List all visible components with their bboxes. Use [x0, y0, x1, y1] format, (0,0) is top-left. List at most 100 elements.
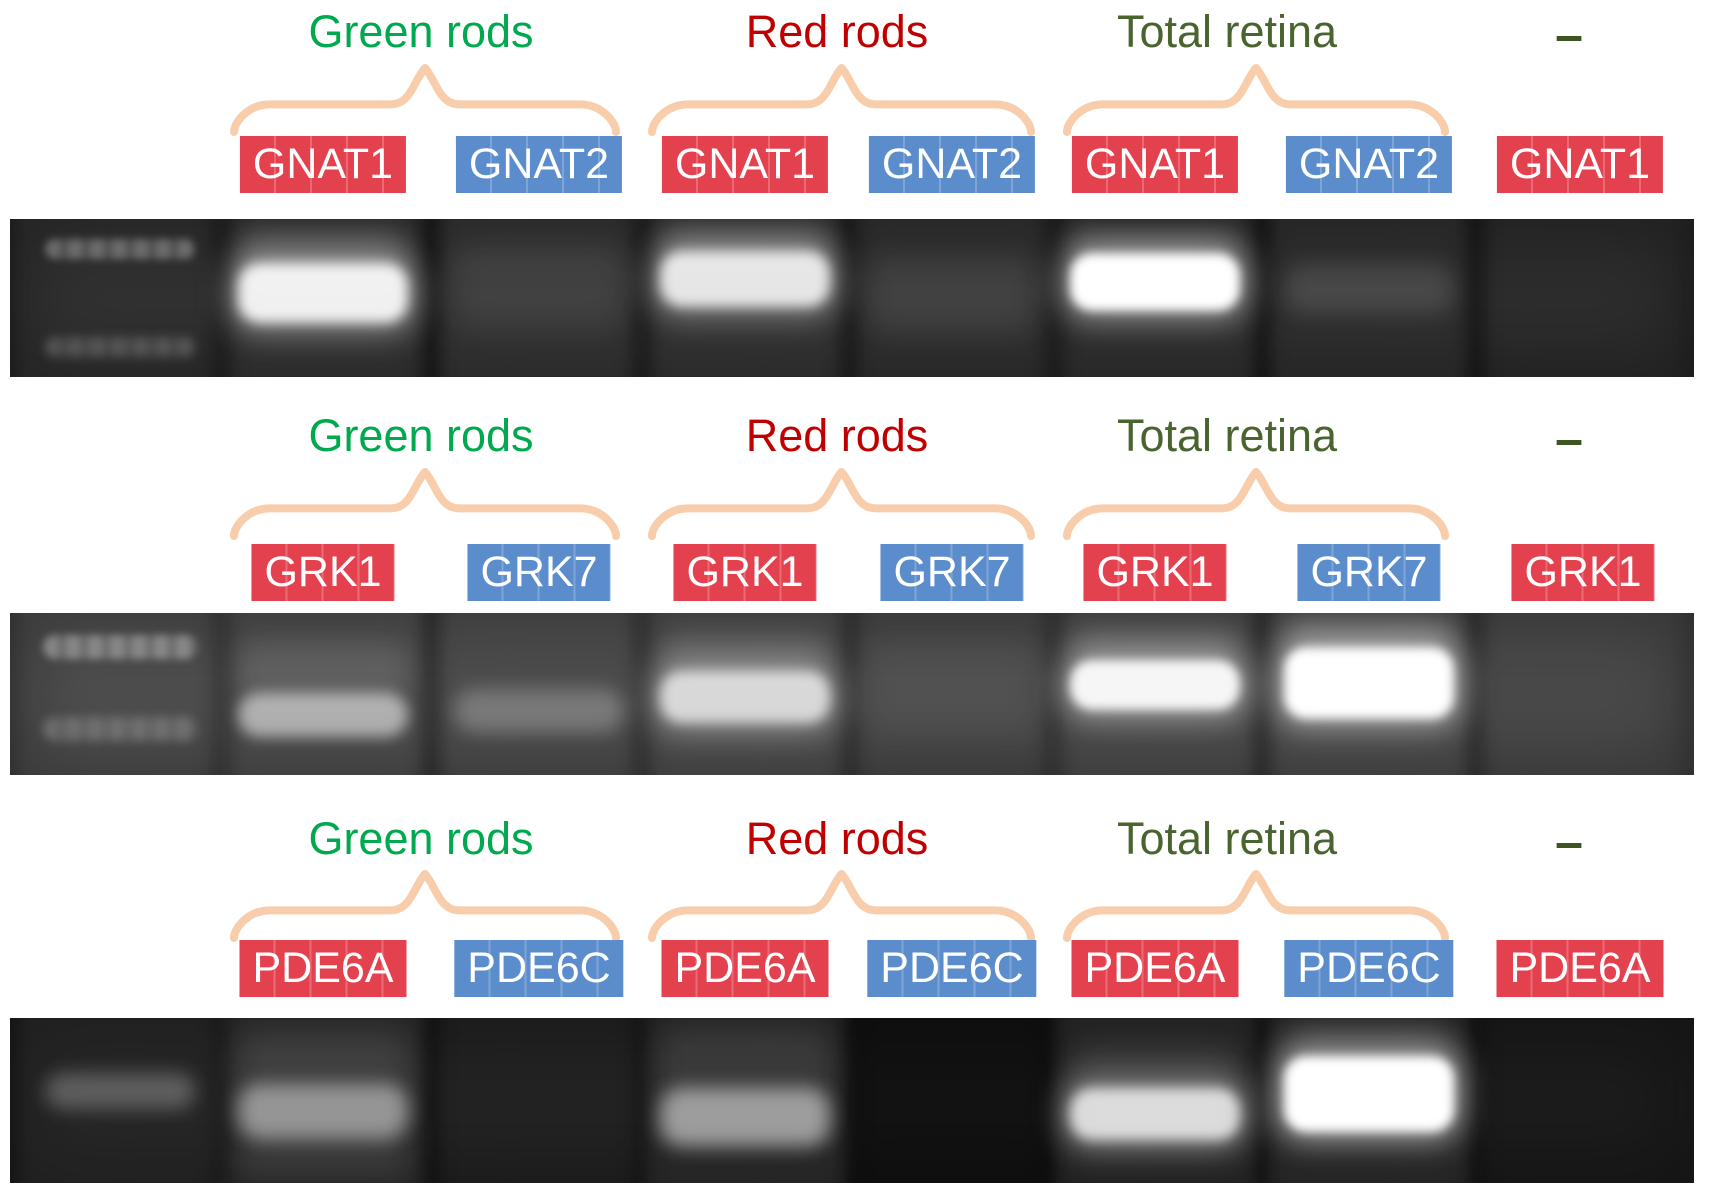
sample-lane	[439, 1018, 639, 1183]
lane-separator	[1461, 613, 1488, 775]
gene-label: PDE6C	[454, 940, 624, 997]
ladder-lane	[20, 613, 220, 775]
lane-separator	[1461, 219, 1488, 377]
group-brace	[648, 870, 1035, 942]
gel-band	[660, 1088, 830, 1146]
group-header: Green rods	[308, 813, 534, 864]
gene-label: PDE6C	[1284, 940, 1454, 997]
gene-label: GRK1	[251, 544, 395, 601]
lane-separator	[208, 219, 235, 377]
gel-band	[1284, 1056, 1454, 1132]
ladder-band	[45, 337, 195, 357]
lane-separator	[1040, 219, 1067, 377]
gel-band	[1284, 647, 1454, 719]
lane-separator	[208, 613, 235, 775]
lane-separator	[835, 219, 862, 377]
group-brace	[648, 64, 1035, 136]
sample-lane	[439, 219, 639, 377]
group-header: Total retina	[1116, 6, 1338, 57]
gel-band	[1284, 264, 1454, 314]
group-brace	[230, 468, 620, 540]
group-brace	[1063, 870, 1449, 942]
gene-label: GNAT1	[661, 136, 829, 193]
lane-separator	[629, 613, 655, 775]
gel-image	[10, 1018, 1694, 1183]
gene-label: GRK7	[467, 544, 611, 601]
lane-separator	[418, 613, 444, 775]
lane-separator	[1461, 1018, 1488, 1183]
gel-image	[10, 219, 1694, 377]
sample-lane	[439, 613, 639, 775]
lane-separator	[629, 1018, 655, 1183]
sample-lane	[852, 219, 1052, 377]
gel-band	[867, 643, 1037, 733]
sample-lane	[223, 1018, 423, 1183]
ladder-band	[45, 239, 195, 259]
gene-label: GRK1	[673, 544, 817, 601]
gene-label: GRK1	[1083, 544, 1227, 601]
group-brace	[1063, 64, 1449, 136]
lane-separator	[629, 219, 655, 377]
gel-band	[1070, 660, 1240, 710]
gel-band	[660, 671, 830, 723]
gel-band	[454, 689, 624, 733]
group-brace	[648, 468, 1035, 540]
group-brace	[1063, 468, 1449, 540]
gene-label: GNAT2	[868, 136, 1036, 193]
gel-band	[238, 693, 408, 737]
gel-band	[660, 633, 830, 678]
gene-label: GNAT1	[239, 136, 407, 193]
gene-label: GRK7	[1297, 544, 1441, 601]
gel-band	[1070, 253, 1240, 311]
ladder-lane	[20, 1018, 220, 1183]
gel-band	[454, 247, 624, 327]
lane-separator	[1249, 1018, 1275, 1183]
lane-separator	[835, 1018, 862, 1183]
ladder-band	[42, 635, 198, 659]
lane-separator	[1249, 613, 1275, 775]
group-header: Red rods	[745, 410, 929, 461]
gene-label: PDE6C	[867, 940, 1037, 997]
gene-label: PDE6A	[1071, 940, 1239, 997]
gel-band	[238, 1084, 408, 1139]
gene-label: GNAT2	[455, 136, 623, 193]
gene-label: GRK1	[1511, 544, 1655, 601]
negative-control-dash: –	[1555, 814, 1583, 870]
gene-label: GNAT1	[1071, 136, 1239, 193]
group-header: Total retina	[1116, 410, 1338, 461]
ladder-band	[45, 1073, 195, 1109]
gene-label: PDE6A	[661, 940, 829, 997]
group-header: Red rods	[745, 813, 929, 864]
sample-lane	[852, 1018, 1052, 1183]
lane-separator	[418, 219, 444, 377]
lane-separator	[208, 1018, 235, 1183]
lane-separator	[835, 613, 862, 775]
gel-band	[238, 1033, 408, 1138]
gene-label: GNAT2	[1285, 136, 1453, 193]
sample-lane	[1480, 1018, 1680, 1183]
gene-label: PDE6A	[1496, 940, 1664, 997]
lane-separator	[418, 1018, 444, 1183]
gene-label: GRK7	[880, 544, 1024, 601]
gel-band	[660, 251, 830, 307]
negative-control-dash: –	[1555, 7, 1583, 63]
lane-separator	[1040, 613, 1067, 775]
gel-band	[238, 1136, 408, 1176]
gel-band	[1070, 628, 1240, 664]
group-brace	[230, 64, 620, 136]
gel-band	[867, 257, 1037, 332]
gene-label: GNAT1	[1496, 136, 1664, 193]
group-header: Red rods	[745, 6, 929, 57]
group-brace	[230, 870, 620, 942]
gene-label: PDE6A	[239, 940, 407, 997]
gel-image	[10, 613, 1694, 775]
lane-separator	[1249, 219, 1275, 377]
group-header: Green rods	[308, 410, 534, 461]
gel-band	[1070, 1088, 1240, 1140]
gel-band	[238, 263, 408, 323]
group-header: Total retina	[1116, 813, 1338, 864]
